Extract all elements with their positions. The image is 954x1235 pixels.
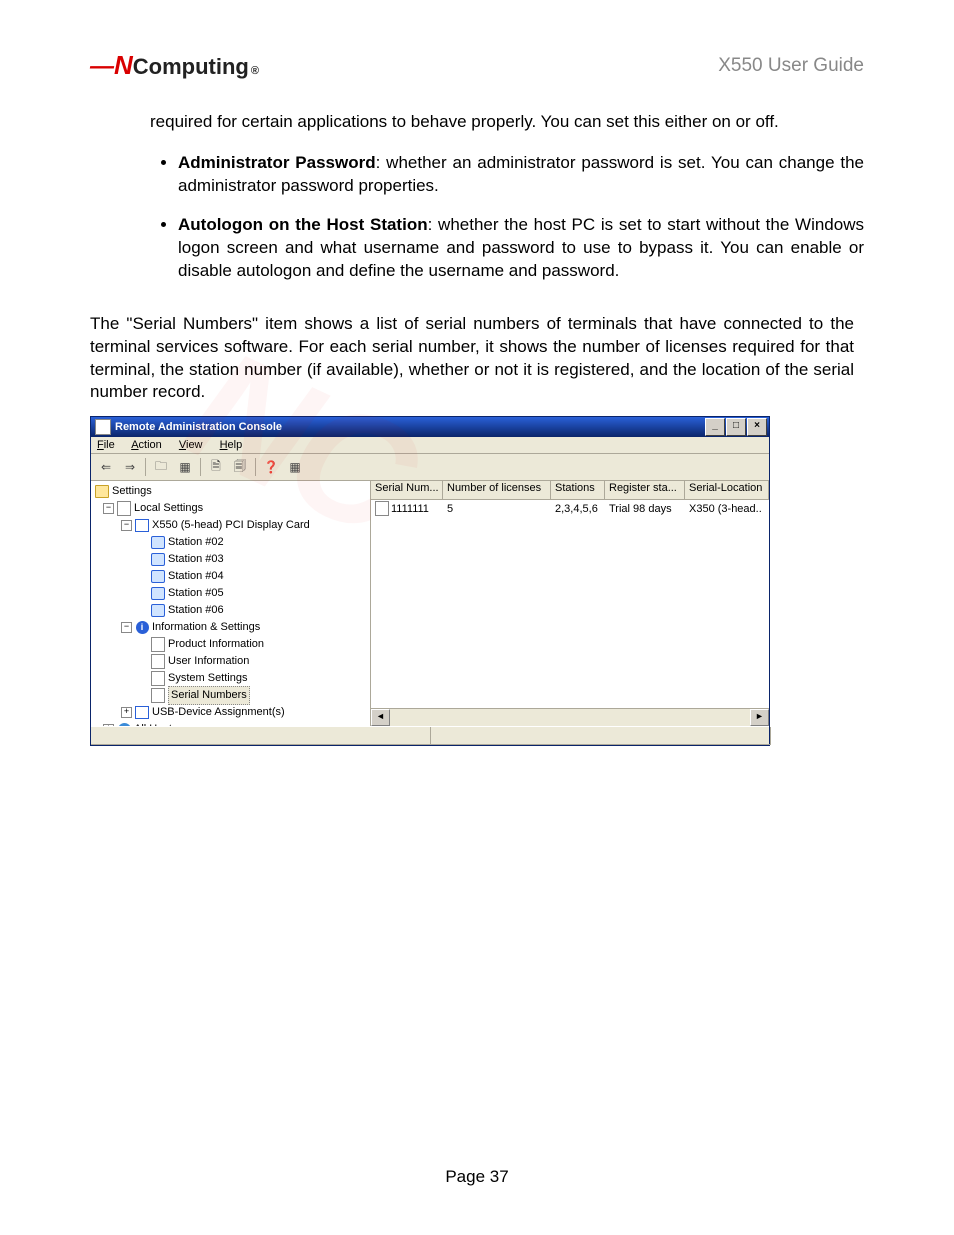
list-header: Serial Num... Number of licenses Station… [371,481,769,500]
toolbar-separator [200,458,201,476]
menu-file[interactable]: File [97,439,115,451]
tree-label: Station #03 [168,551,224,568]
column-licenses[interactable]: Number of licenses [443,481,551,499]
tree-label: Station #06 [168,602,224,619]
view-button[interactable]: ▦ [284,456,306,478]
tree-label: System Settings [168,670,247,687]
tree-serial-numbers[interactable]: Serial Numbers [95,687,370,704]
treeview-button[interactable]: ▦ [174,456,196,478]
guide-title: X550 User Guide [718,55,864,77]
tree-root[interactable]: Settings [95,483,370,500]
list-row[interactable]: 1111111 5 2,3,4,5,6 Trial 98 days X350 (… [371,500,769,517]
serial-paragraph: The "Serial Numbers" item shows a list o… [90,313,854,405]
export-button[interactable]: 🗐 [229,456,251,478]
tree-station[interactable]: Station #05 [95,585,370,602]
forward-button[interactable]: ⇒ [119,456,141,478]
toolbar: ⇐ ⇒ 🗀 ▦ 🗎 🗐 ❓ ▦ [91,454,769,481]
title-caption: Remote Administration Console [95,419,282,435]
tree-local-settings[interactable]: −Local Settings [95,500,370,517]
menubar: File Action View Help [91,437,769,454]
window-title: Remote Administration Console [115,421,282,433]
toolbar-separator [145,458,146,476]
tree-label: Information & Settings [152,619,260,636]
tree-station[interactable]: Station #03 [95,551,370,568]
minimize-button[interactable]: _ [705,418,725,436]
status-right [431,727,771,745]
column-register[interactable]: Register sta... [605,481,685,499]
tree-label: Local Settings [134,500,203,517]
content-area: Settings −Local Settings −X550 (5-head) … [91,481,769,726]
tree-user-info[interactable]: User Information [95,653,370,670]
tree-label-selected: Serial Numbers [168,686,250,705]
maximize-button[interactable]: □ [726,418,746,436]
tree-label: User Information [168,653,249,670]
tree-station[interactable]: Station #04 [95,568,370,585]
status-left [91,727,431,745]
page-number: Page 37 [0,1167,954,1187]
tree-label: Product Information [168,636,264,653]
tree-label: Station #04 [168,568,224,585]
scroll-left-button[interactable]: ◄ [371,709,390,726]
up-button[interactable]: 🗀 [150,456,172,478]
page-header: — N Computing ® X550 User Guide [90,50,864,81]
tree-label: Settings [112,483,152,500]
tree-display-card[interactable]: −X550 (5-head) PCI Display Card [95,517,370,534]
tree-station[interactable]: Station #06 [95,602,370,619]
tree-label: USB-Device Assignment(s) [152,704,285,721]
menu-help[interactable]: Help [220,439,243,451]
bullet-bold: Administrator Password [178,153,376,172]
toolbar-separator [255,458,256,476]
cell-licenses: 5 [443,503,551,515]
statusbar [91,726,769,745]
bullet-item: Administrator Password: whether an admin… [178,152,864,198]
tree-product-info[interactable]: Product Information [95,636,370,653]
cell-register: Trial 98 days [605,503,685,515]
logo-swoosh: — [90,53,113,81]
tree-label: Station #05 [168,585,224,602]
bullet-bold: Autologon on the Host Station [178,215,428,234]
app-icon [95,419,111,435]
tree-info-settings[interactable]: −iInformation & Settings [95,619,370,636]
cell-text: 1111111 [391,503,429,515]
menu-action[interactable]: Action [131,439,162,451]
menu-view[interactable]: View [179,439,203,451]
tree-system-settings[interactable]: System Settings [95,670,370,687]
cell-serial: 1111111 [371,501,443,516]
logo-registered: ® [251,65,259,77]
close-button[interactable]: × [747,418,767,436]
tree-label: Station #02 [168,534,224,551]
column-stations[interactable]: Stations [551,481,605,499]
row-icon [375,501,389,516]
app-window: Remote Administration Console _ □ × File… [90,416,770,746]
prelude-text: required for certain applications to beh… [150,111,854,134]
bullet-list: Administrator Password: whether an admin… [150,152,864,283]
list-panel: Serial Num... Number of licenses Station… [371,481,769,726]
tree-panel: Settings −Local Settings −X550 (5-head) … [91,481,371,726]
scroll-right-button[interactable]: ► [750,709,769,726]
tree-all-hosts[interactable]: +All Hosts [95,721,370,726]
column-serial[interactable]: Serial Num... [371,481,443,499]
tree-label: All Hosts [134,721,177,726]
help-button[interactable]: ❓ [260,456,282,478]
tree-label: X550 (5-head) PCI Display Card [152,517,310,534]
cell-location: X350 (3-head.. [685,503,769,515]
bullet-item: Autologon on the Host Station: whether t… [178,214,864,283]
tree-usb[interactable]: +USB-Device Assignment(s) [95,704,370,721]
tree-station[interactable]: Station #02 [95,534,370,551]
titlebar[interactable]: Remote Administration Console _ □ × [91,417,769,437]
cell-stations: 2,3,4,5,6 [551,503,605,515]
logo: — N Computing ® [90,50,259,81]
logo-text: Computing [133,54,249,80]
horizontal-scrollbar[interactable]: ◄ ► [371,708,769,726]
logo-n: N [114,50,133,81]
properties-button[interactable]: 🗎 [205,456,227,478]
back-button[interactable]: ⇐ [95,456,117,478]
column-location[interactable]: Serial-Location [685,481,769,499]
